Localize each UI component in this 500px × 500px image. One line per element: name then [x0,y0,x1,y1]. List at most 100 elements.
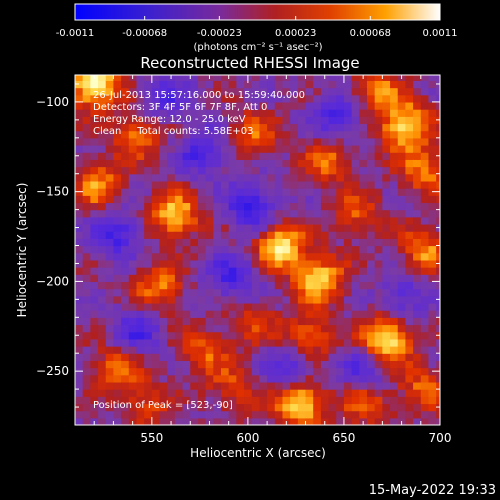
heatmap-cell [182,152,191,160]
heatmap-cell [167,338,176,347]
heatmap-cell [343,195,353,204]
heatmap-cell [359,381,368,390]
heatmap-cell [136,310,145,318]
heatmap-cell [351,101,360,110]
heatmap-cell [328,145,337,153]
heatmap-cell [82,281,91,290]
heatmap-cell [328,137,337,146]
heatmap-cell [343,166,353,175]
heatmap-cell [336,274,345,283]
heatmap-cell [259,288,268,297]
heatmap-cell [167,324,176,333]
heatmap-cell [128,109,138,117]
heatmap-cell [251,216,261,225]
heatmap-cell [390,346,399,354]
colorbar-tick-label: -0.00068 [122,28,167,39]
heatmap-cell [420,381,430,390]
heatmap-cell [205,180,214,189]
heatmap-cell [259,109,268,117]
heatmap-cell [428,173,437,182]
heatmap-cell [436,159,440,168]
heatmap-cell [136,173,145,182]
heatmap-cell [159,231,168,239]
heatmap-cell [251,145,261,153]
heatmap-cell [436,338,440,347]
heatmap-cell [305,202,314,211]
heatmap-cell [90,245,99,254]
heatmap-cell [121,231,130,239]
heatmap-cell [436,137,440,146]
heatmap-cell [213,353,222,361]
heatmap-cell [98,403,107,412]
heatmap-cell [305,274,314,283]
heatmap-cell [397,137,407,146]
heatmap-cell [320,310,330,318]
heatmap-cell [297,367,307,376]
heatmap-cell [436,245,440,254]
heatmap-cell [144,317,153,326]
heatmap-cell [236,267,245,275]
heatmap-cell [197,353,207,361]
heatmap-cell [320,281,330,290]
heatmap-cell [213,231,222,239]
heatmap-cell [290,238,299,247]
heatmap-cell [351,130,360,139]
heatmap-cell [190,302,199,311]
heatmap-cell [228,381,237,390]
heatmap-cell [144,87,153,96]
heatmap-cell [359,403,368,412]
heatmap-cell [328,353,337,361]
heatmap-cell [105,87,115,96]
heatmap-cell [136,80,145,89]
heatmap-cell [182,209,191,218]
heatmap-cell [413,281,422,290]
heatmap-cell [274,346,284,354]
heatmap-cell [343,123,353,132]
heatmap-cell [174,331,184,340]
heatmap-cell [236,403,245,412]
heatmap-cell [113,317,122,326]
heatmap-cell [259,374,268,383]
heatmap-cell [359,346,368,354]
heatmap-cell [305,75,314,81]
heatmap-cell [343,116,353,125]
heatmap-cell [267,166,276,175]
heatmap-cell [244,209,253,218]
heatmap-cell [428,389,437,397]
heatmap-cell [367,374,376,383]
heatmap-cell [105,381,115,390]
heatmap-cell [221,331,230,340]
heatmap-cell [297,410,307,419]
heatmap-cell [436,173,440,182]
heatmap-cell [167,152,176,160]
heatmap-cell [367,288,376,297]
heatmap-cell [274,145,284,153]
heatmap-cell [382,417,391,425]
heatmap-cell [413,87,422,96]
heatmap-cell [359,123,368,132]
heatmap-cell [374,216,383,225]
heatmap-cell [274,166,284,175]
heatmap-cell [274,123,284,132]
heatmap-cell [190,353,199,361]
heatmap-cell [390,338,399,347]
heatmap-cell [351,360,360,369]
heatmap-cell [174,360,184,369]
heatmap-cell [290,166,299,175]
heatmap-cell [274,317,284,326]
heatmap-cell [228,166,237,175]
heatmap-cell [144,417,153,425]
heatmap-cell [213,302,222,311]
heatmap-cell [282,238,291,247]
heatmap-cell [98,152,107,160]
heatmap-cell [297,87,307,96]
heatmap-cell [374,302,383,311]
heatmap-cell [197,374,207,383]
heatmap-cell [390,137,399,146]
heatmap-cell [274,202,284,211]
heatmap-cell [359,145,368,153]
heatmap-cell [305,331,314,340]
heatmap-cell [367,317,376,326]
heatmap-cell [336,101,345,110]
heatmap-cell [374,245,383,254]
